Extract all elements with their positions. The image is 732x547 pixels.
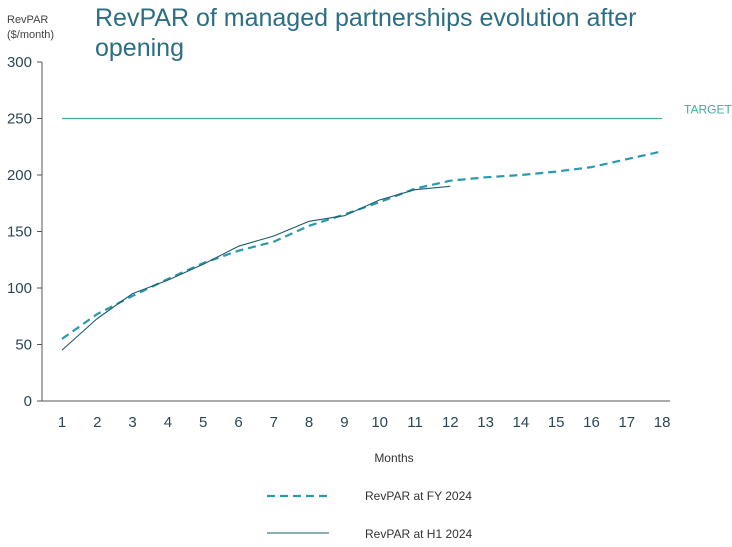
x-tick-label: 15: [548, 414, 565, 431]
y-tick-label: 150: [7, 224, 32, 241]
x-tick-label: 13: [477, 414, 494, 431]
legend-label-h12024: RevPAR at H1 2024: [365, 527, 473, 541]
x-tick-label: 9: [340, 414, 348, 431]
x-tick-label: 14: [513, 414, 530, 431]
series-line-h12024: [61, 185, 451, 351]
series-line-fy2024: [61, 150, 663, 340]
x-tick-label: 4: [164, 414, 172, 431]
x-tick-label: 8: [305, 414, 313, 431]
y-tick-label: 300: [7, 54, 32, 71]
x-tick-label: 2: [93, 414, 101, 431]
y-axis-label-line-1: RevPAR: [7, 14, 49, 26]
chart-title-line-1: RevPAR of managed partnerships evolution…: [95, 4, 637, 32]
y-tick-label: 100: [7, 280, 32, 297]
y-tick-label: 50: [15, 337, 32, 354]
x-tick-label: 11: [407, 414, 423, 431]
x-tick-label: 1: [58, 414, 66, 431]
x-tick-label: 12: [442, 414, 459, 431]
legend-label-fy2024: RevPAR at FY 2024: [365, 489, 472, 503]
x-tick-label: 10: [371, 414, 388, 431]
x-tick-label: 6: [234, 414, 242, 431]
x-tick-label: 5: [199, 414, 207, 431]
x-tick-label: 16: [583, 414, 600, 431]
x-axis-title: Months: [374, 451, 413, 465]
x-tick-label: 17: [618, 414, 635, 431]
x-tick-label: 18: [654, 414, 671, 431]
x-tick-label: 7: [270, 414, 278, 431]
x-tick-label: 3: [128, 414, 136, 431]
y-axis-label-line-2: ($/month): [7, 29, 55, 41]
chart-title-line-2: opening: [95, 34, 184, 62]
y-tick-label: 250: [7, 111, 32, 128]
y-tick-label: 200: [7, 167, 32, 184]
target-label: TARGET: [684, 103, 732, 117]
y-tick-label: 0: [24, 393, 32, 410]
